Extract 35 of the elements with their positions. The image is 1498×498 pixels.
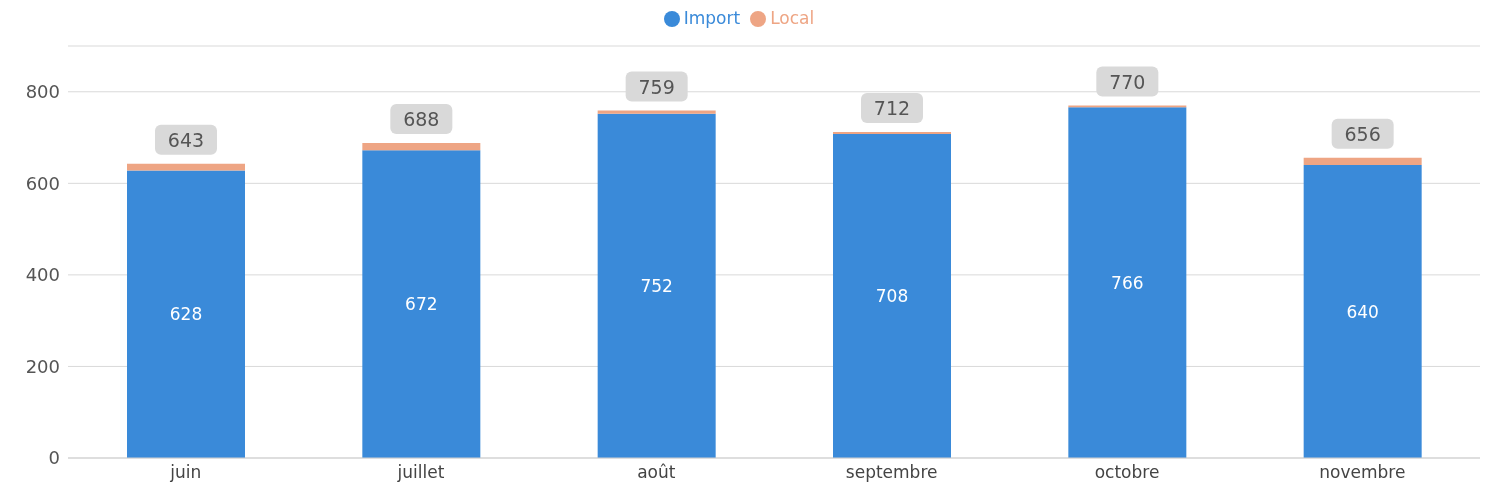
y-tick-label: 200 <box>25 355 60 377</box>
data-label: 628 <box>169 304 203 325</box>
y-tick-label: 600 <box>25 172 60 194</box>
data-label: 640 <box>1346 301 1379 322</box>
data-label: 752 <box>640 275 673 296</box>
total-label: 759 <box>638 75 675 98</box>
legend-label: Local <box>770 8 815 28</box>
x-tick-label: novembre <box>1319 462 1406 483</box>
data-label: 708 <box>875 285 909 306</box>
y-tick-label: 400 <box>25 264 60 286</box>
x-tick-label: octobre <box>1094 462 1160 483</box>
x-tick-label: septembre <box>845 462 938 483</box>
total-label: 643 <box>167 128 205 151</box>
x-tick-label: juillet <box>396 462 445 483</box>
bar <box>362 143 481 151</box>
x-tick-label: août <box>637 462 676 483</box>
total-label: 770 <box>1109 70 1146 93</box>
bar <box>1068 107 1187 458</box>
x-tick-label: juin <box>169 462 202 483</box>
bar <box>833 133 951 458</box>
legend-label: Import <box>683 8 741 28</box>
total-label: 656 <box>1344 122 1381 145</box>
bar <box>1303 165 1422 458</box>
total-label: 712 <box>873 97 911 120</box>
bar <box>127 170 245 458</box>
total-label: 688 <box>403 108 440 131</box>
bar <box>597 113 716 458</box>
bar <box>597 110 716 114</box>
data-label: 672 <box>405 294 438 315</box>
data-label: 766 <box>1111 272 1144 293</box>
bar <box>127 163 245 171</box>
bar <box>362 150 481 458</box>
y-tick-label: 800 <box>25 81 60 103</box>
bar <box>1303 157 1422 166</box>
y-tick-label: 0 <box>48 447 60 469</box>
